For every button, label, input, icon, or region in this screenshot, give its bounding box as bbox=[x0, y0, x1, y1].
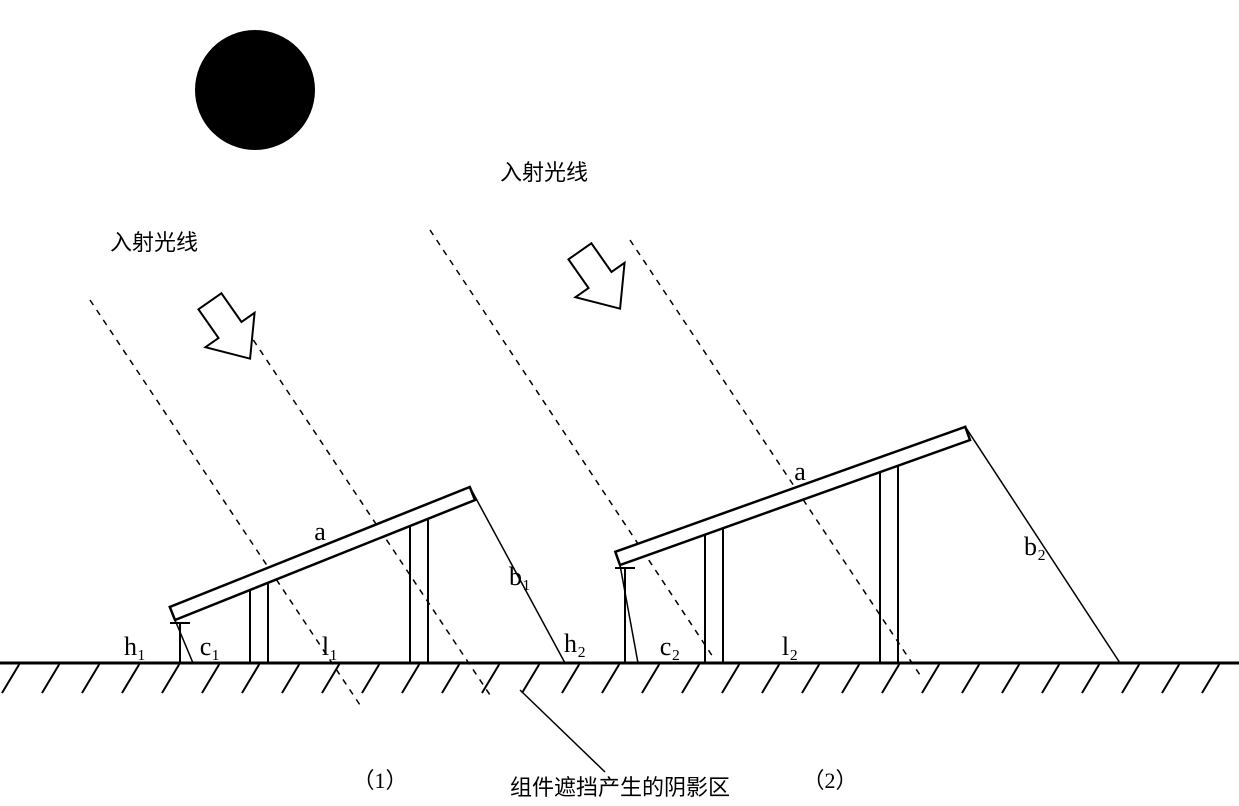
ground-hatch bbox=[762, 663, 780, 693]
label-a-left: a bbox=[314, 517, 326, 546]
ground-hatch bbox=[562, 663, 580, 693]
ray-label-left: 入射光线 bbox=[110, 230, 198, 255]
label-a-right: a bbox=[794, 457, 806, 486]
ground-hatch bbox=[1042, 663, 1060, 693]
ground-hatch bbox=[402, 663, 420, 693]
incident-ray bbox=[430, 230, 715, 660]
arrow-right bbox=[555, 234, 644, 326]
ground-hatch bbox=[802, 663, 820, 693]
ground-hatch bbox=[42, 663, 60, 693]
ground-hatch bbox=[482, 663, 500, 693]
ground-hatch bbox=[162, 663, 180, 693]
ground-hatch bbox=[122, 663, 140, 693]
ground-hatch bbox=[882, 663, 900, 693]
index-right: （2） bbox=[802, 768, 857, 793]
ground-hatch bbox=[1162, 663, 1180, 693]
shadow-caption: 组件遮挡产生的阴影区 bbox=[510, 775, 730, 800]
ground-hatch bbox=[1002, 663, 1020, 693]
ground-hatch bbox=[522, 663, 540, 693]
label-c-left: c₁ bbox=[200, 632, 221, 661]
ground-hatch bbox=[282, 663, 300, 693]
ground-hatch bbox=[922, 663, 940, 693]
c-edge bbox=[620, 565, 638, 663]
ray-label-right: 入射光线 bbox=[500, 160, 588, 185]
ground-hatch bbox=[1202, 663, 1220, 693]
ground-hatch bbox=[1122, 663, 1140, 693]
ground-hatch bbox=[602, 663, 620, 693]
label-h-right: h₂ bbox=[564, 629, 586, 658]
ground-hatch bbox=[322, 663, 340, 693]
label-l-right: l₂ bbox=[782, 632, 798, 661]
label-b-left: b₁ bbox=[509, 562, 531, 591]
caption-pointer bbox=[520, 690, 605, 772]
ground-hatch bbox=[82, 663, 100, 693]
ground-hatch bbox=[442, 663, 460, 693]
ground-hatch bbox=[842, 663, 860, 693]
ground-hatch bbox=[962, 663, 980, 693]
panel-right bbox=[615, 427, 970, 565]
panel-left bbox=[170, 487, 475, 620]
label-b-right: b₂ bbox=[1024, 532, 1046, 561]
ground-hatch bbox=[722, 663, 740, 693]
label-c-right: c₂ bbox=[660, 632, 681, 661]
ground-hatch bbox=[242, 663, 260, 693]
label-l-left: l₁ bbox=[322, 632, 338, 661]
ground-hatch bbox=[1082, 663, 1100, 693]
ground-hatch bbox=[202, 663, 220, 693]
ground-hatch bbox=[642, 663, 660, 693]
arrow-left bbox=[185, 284, 274, 376]
ground-hatch bbox=[362, 663, 380, 693]
index-left: （1） bbox=[352, 768, 407, 793]
label-h-left: h₁ bbox=[124, 632, 146, 661]
ground-hatch bbox=[682, 663, 700, 693]
ground-hatch bbox=[2, 663, 20, 693]
sun-icon bbox=[195, 30, 315, 150]
c-edge bbox=[175, 620, 193, 663]
